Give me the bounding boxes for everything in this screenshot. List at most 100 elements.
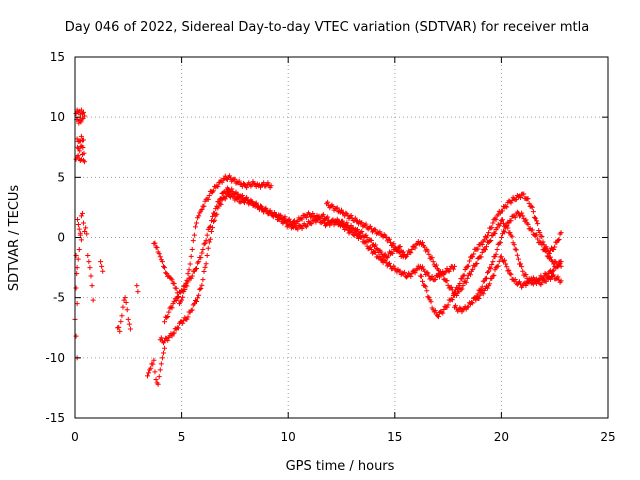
data-point-dense [536, 278, 542, 284]
data-point-dense [163, 270, 169, 276]
data-point-dense [461, 272, 467, 278]
data-point-dense [424, 288, 430, 294]
data-point-dense [194, 298, 200, 304]
data-point-dense [118, 319, 124, 325]
data-point-dense [286, 216, 292, 222]
data-point-dense [344, 225, 350, 231]
data-point-dense [116, 324, 122, 330]
data-point-dense [184, 316, 190, 322]
data-point-dense [169, 305, 175, 311]
data-point-dense [485, 233, 491, 239]
data-point-dense [325, 199, 331, 205]
data-point [162, 338, 168, 344]
data-point-dense [173, 297, 179, 303]
data-point-dense [488, 265, 494, 271]
data-point-dense [282, 214, 288, 220]
data-point-dense [412, 245, 418, 251]
data-point [430, 259, 436, 265]
y-tick-label: 0 [57, 231, 65, 245]
data-point [76, 247, 82, 253]
data-point-dense [197, 286, 203, 292]
data-point-dense [475, 246, 481, 252]
data-point-dense [428, 299, 434, 305]
data-point [498, 235, 504, 240]
data-point-dense [295, 226, 301, 232]
data-point-dense [420, 240, 426, 246]
data-point-dense [487, 281, 493, 287]
data-point [456, 283, 462, 289]
data-point-dense [519, 210, 525, 216]
data-point [477, 292, 483, 298]
data-point [151, 357, 157, 363]
data-point-dense [348, 223, 354, 229]
data-point-dense [201, 203, 207, 209]
data-point-dense [310, 210, 316, 216]
data-point [558, 230, 564, 236]
data-point-dense [210, 213, 216, 219]
data-point-dense [171, 281, 177, 287]
data-point-dense [492, 267, 498, 273]
data-point [426, 251, 432, 257]
data-point-dense [529, 227, 535, 233]
data-point-dense [482, 247, 488, 253]
data-point-dense [216, 199, 222, 205]
data-point-dense [462, 279, 468, 285]
data-point [78, 213, 84, 219]
data-point-dense [192, 224, 198, 230]
data-point-dense [363, 221, 369, 227]
data-point [99, 263, 105, 269]
data-point [78, 119, 84, 125]
data-point-dense [505, 268, 511, 274]
data-point-dense [509, 234, 515, 240]
data-point-dense [192, 266, 198, 272]
data-point-dense [488, 238, 494, 244]
data-point-dense [206, 239, 212, 245]
data-point [486, 268, 492, 274]
data-point-dense [539, 234, 545, 240]
data-point [490, 220, 496, 226]
data-point-dense [252, 201, 258, 207]
data-point-dense [457, 305, 463, 311]
data-point [78, 237, 84, 243]
data-point [162, 319, 168, 325]
data-point-dense [344, 220, 350, 226]
x-axis: 0 5 10 15 20 25 [71, 57, 616, 444]
data-point-dense [214, 203, 220, 209]
data-point [507, 271, 513, 277]
data-point-dense [523, 217, 529, 223]
data-point-dense [491, 272, 497, 278]
data-point [179, 297, 185, 303]
data-point [486, 230, 492, 236]
data-point-dense [496, 240, 502, 246]
data-point-dense [180, 288, 186, 294]
data-point [238, 194, 244, 200]
data-point-dense [198, 286, 204, 292]
data-marks [72, 107, 564, 387]
data-point-dense [189, 273, 195, 279]
data-point-dense [454, 292, 460, 298]
data-point [426, 295, 432, 301]
data-point-dense [175, 325, 181, 331]
data-point [124, 307, 130, 313]
data-point-dense [519, 264, 525, 270]
data-point-dense [237, 199, 243, 205]
data-point [550, 273, 556, 279]
data-point-dense [544, 253, 550, 259]
data-point-dense [340, 223, 346, 229]
data-point-dense [152, 369, 158, 375]
data-point-dense [518, 261, 524, 267]
data-point-dense [334, 219, 340, 225]
data-point-dense [497, 240, 503, 246]
data-point-dense [325, 214, 331, 220]
data-point [507, 230, 513, 236]
data-point-dense [493, 251, 499, 257]
data-point [469, 299, 475, 305]
data-point [362, 239, 368, 245]
data-point [144, 373, 150, 379]
data-point-dense [470, 266, 476, 272]
data-point-dense [508, 271, 514, 277]
data-point [537, 230, 543, 236]
data-point-dense [205, 245, 211, 251]
y-tick-label: 5 [57, 170, 65, 184]
data-point [528, 203, 534, 209]
